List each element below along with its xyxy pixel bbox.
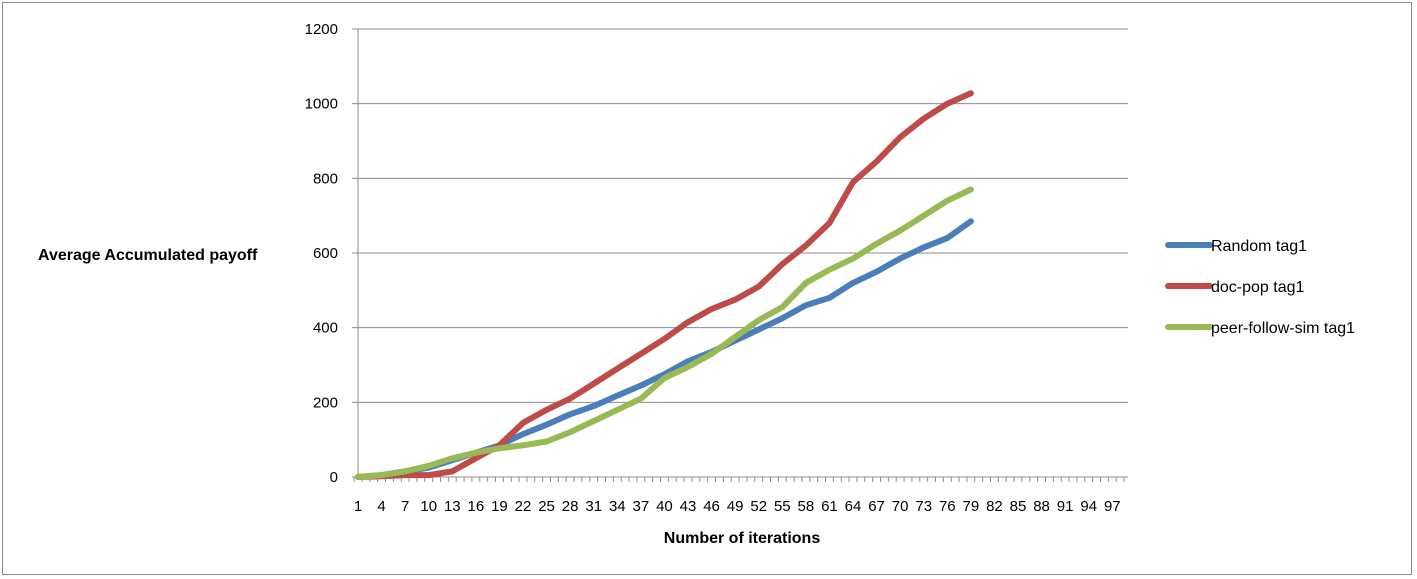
x-tick-label: 28 xyxy=(562,498,579,515)
series-line-3 xyxy=(355,186,974,480)
grid-lines xyxy=(358,28,1128,403)
x-tick-label: 40 xyxy=(656,498,673,515)
x-tick-label: 88 xyxy=(1033,498,1050,515)
x-tick-label: 31 xyxy=(585,498,602,515)
y-tick-label: 400 xyxy=(313,320,338,337)
y-tick-label: 1200 xyxy=(305,21,338,38)
x-axis-title: Number of iterations xyxy=(664,530,821,547)
y-tick-label: 800 xyxy=(313,170,338,187)
x-tick-label: 37 xyxy=(633,498,650,515)
x-tick-label: 52 xyxy=(750,498,767,515)
x-tick-label: 97 xyxy=(1104,498,1121,515)
x-tick-label: 46 xyxy=(703,498,720,515)
x-tick-label: 85 xyxy=(1010,498,1027,515)
y-tick-label: 200 xyxy=(313,394,338,411)
x-tick-label: 58 xyxy=(798,498,815,515)
y-axis-title: Average Accumulated payoff xyxy=(38,247,258,264)
x-tick-label: 64 xyxy=(845,498,862,515)
x-tick-label: 91 xyxy=(1057,498,1074,515)
series-lines xyxy=(355,90,974,480)
x-tick-label: 61 xyxy=(821,498,838,515)
x-tick-label: 43 xyxy=(680,498,697,515)
legend-label: peer-follow-sim tag1 xyxy=(1211,320,1355,337)
x-tick-label: 70 xyxy=(892,498,909,515)
x-tick-label: 4 xyxy=(377,498,385,515)
x-tick-label: 73 xyxy=(915,498,932,515)
x-tick-label: 82 xyxy=(986,498,1003,515)
x-tick-label: 19 xyxy=(491,498,508,515)
x-tick-label: 16 xyxy=(468,498,485,515)
x-tick-label: 34 xyxy=(609,498,626,515)
y-tick-label: 0 xyxy=(330,469,338,486)
legend: Random tag1 doc-pop tag1 peer-follow-sim t… xyxy=(1165,238,1355,337)
x-tick-label: 1 xyxy=(354,498,362,515)
series-line-1 xyxy=(355,218,974,480)
y-tick-label: 600 xyxy=(313,245,338,262)
x-tick-label: 49 xyxy=(727,498,744,515)
x-tick-label: 10 xyxy=(420,498,437,515)
y-tick-label: 1000 xyxy=(305,96,338,113)
x-tick-label: 67 xyxy=(868,498,885,515)
x-tick-label: 76 xyxy=(939,498,956,515)
x-tick-label: 13 xyxy=(444,498,461,515)
series-line-2 xyxy=(355,90,974,480)
legend-label: doc-pop tag1 xyxy=(1211,279,1305,296)
x-tick-label: 94 xyxy=(1080,498,1097,515)
x-tick-label: 55 xyxy=(774,498,791,515)
x-tick-label: 25 xyxy=(538,498,555,515)
x-tick-label: 79 xyxy=(963,498,980,515)
x-tick-label: 7 xyxy=(401,498,409,515)
x-tick-label: 22 xyxy=(515,498,532,515)
legend-label: Random tag1 xyxy=(1211,238,1307,255)
axes: 0 200 400 600 800 1000 1200 1 4 7 10 13 16 19 22 25 28 31… xyxy=(305,21,1128,515)
